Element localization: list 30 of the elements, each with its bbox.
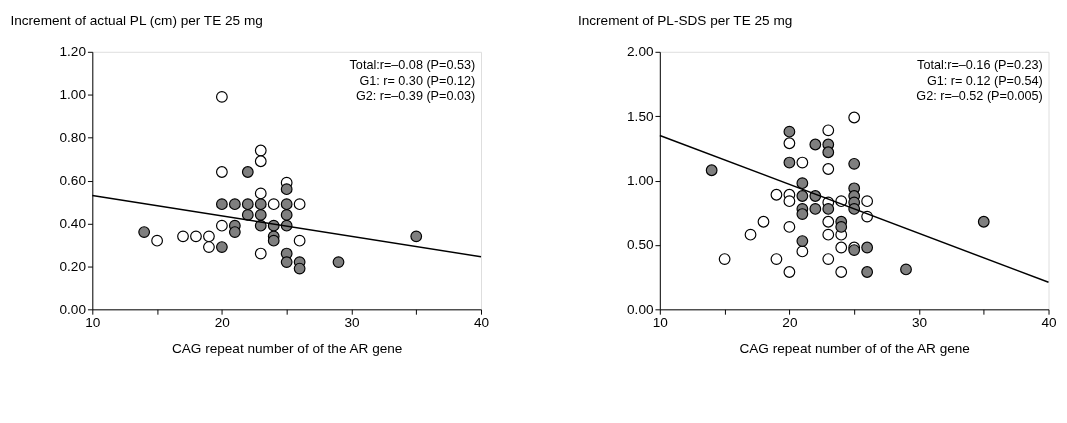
y-tick-label: 0.80 bbox=[59, 130, 87, 146]
x-tick-label: 30 bbox=[911, 315, 928, 331]
x-tick-label: 20 bbox=[214, 315, 231, 331]
x-tick-label: 10 bbox=[652, 315, 669, 331]
x-tick-label: 20 bbox=[782, 315, 798, 331]
annotation: G2: r=–0.52 (P=0.005) bbox=[916, 89, 1043, 104]
x-tick-label: 30 bbox=[344, 315, 360, 331]
annotation: G1: r= 0.30 (P=0.12) bbox=[359, 73, 476, 88]
y-tick-label: 1.20 bbox=[59, 44, 87, 60]
x-tick-label: 40 bbox=[1041, 315, 1058, 331]
y-tick-label: 0.00 bbox=[59, 301, 87, 317]
annotation: G2: r=–0.39 (P=0.03) bbox=[355, 89, 476, 104]
x-axis-title: CAG repeat number of of the AR gene bbox=[739, 340, 970, 356]
y-tick-label: 1.00 bbox=[627, 172, 654, 188]
y-tick-label: 0.60 bbox=[59, 172, 87, 188]
annotation: Total:r=–0.16 (P=0.23) bbox=[917, 58, 1043, 73]
annotation: G1: r= 0.12 (P=0.54) bbox=[926, 73, 1043, 88]
x-tick-label: 40 bbox=[473, 315, 490, 331]
y-tick-label: 0.00 bbox=[627, 301, 654, 317]
y-tick-label: 0.20 bbox=[59, 258, 87, 274]
x-axis-title: CAG repeat number of of the AR gene bbox=[171, 340, 403, 356]
y-tick-label: 0.50 bbox=[627, 237, 654, 253]
x-tick-label: 10 bbox=[85, 315, 101, 331]
chart-title: Increment of PL-SDS per TE 25 mg bbox=[577, 12, 793, 28]
chart-title: Increment of actual PL (cm) per TE 25 mg bbox=[10, 12, 263, 28]
y-tick-label: 1.00 bbox=[59, 87, 87, 103]
y-tick-label: 2.00 bbox=[627, 44, 654, 60]
y-tick-label: 0.40 bbox=[59, 215, 87, 231]
annotation: Total:r=–0.08 (P=0.53) bbox=[349, 58, 476, 73]
y-tick-label: 1.50 bbox=[627, 108, 654, 124]
